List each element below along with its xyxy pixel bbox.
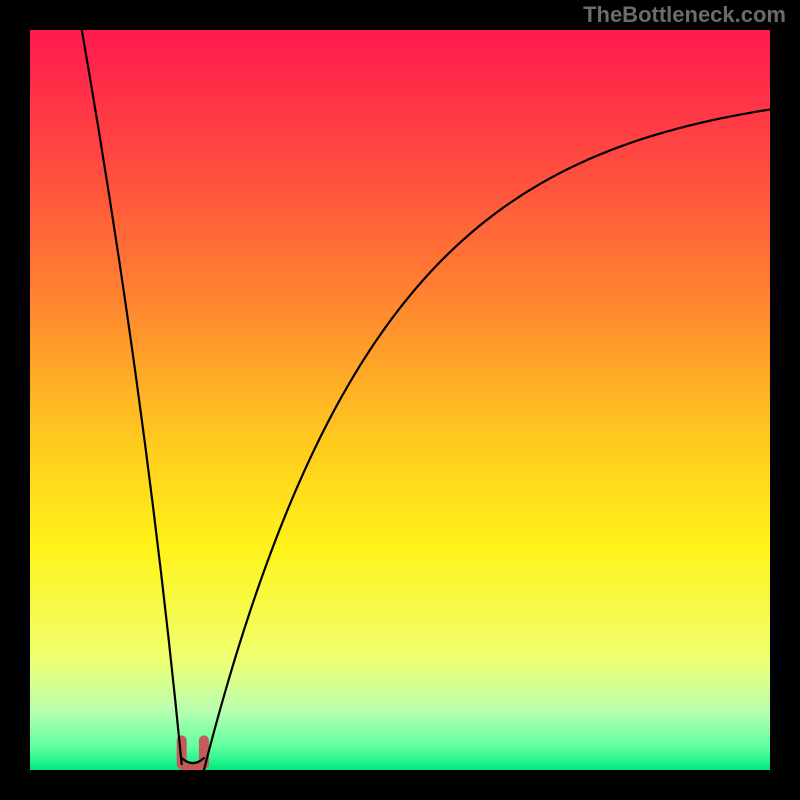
chart-container: TheBottleneck.com (0, 0, 800, 800)
watermark-text: TheBottleneck.com (583, 2, 786, 28)
plot-area (30, 30, 770, 770)
gradient-background (30, 30, 770, 770)
